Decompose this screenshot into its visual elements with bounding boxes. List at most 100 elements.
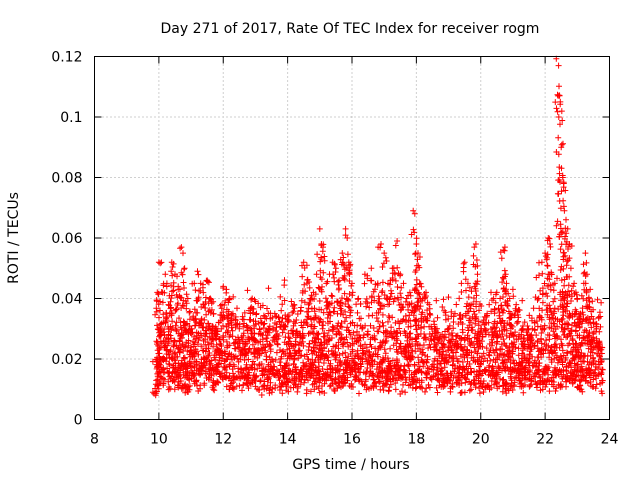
data-point — [502, 363, 509, 370]
data-point — [164, 365, 171, 372]
data-point — [246, 380, 253, 387]
data-point — [379, 339, 386, 346]
data-point — [407, 323, 414, 330]
data-point — [456, 376, 463, 383]
data-point — [470, 252, 477, 259]
data-point — [283, 370, 290, 377]
data-point — [284, 378, 291, 385]
data-point — [575, 368, 581, 375]
data-point — [445, 294, 452, 301]
data-point — [401, 368, 408, 375]
data-point — [310, 362, 317, 369]
data-point — [188, 375, 195, 382]
data-point — [385, 362, 392, 369]
data-point — [403, 295, 410, 302]
data-point — [519, 326, 526, 333]
data-point — [435, 339, 441, 346]
data-point — [377, 364, 384, 371]
data-point — [501, 247, 508, 254]
data-point — [208, 357, 215, 364]
data-point — [532, 378, 539, 385]
data-point — [320, 370, 327, 377]
data-point — [230, 386, 237, 393]
data-point — [473, 257, 480, 263]
data-point — [223, 323, 230, 330]
data-point — [282, 334, 289, 341]
data-point — [590, 376, 597, 383]
data-point — [492, 359, 499, 366]
data-point — [433, 364, 440, 371]
data-point — [411, 373, 418, 380]
data-point — [392, 369, 399, 376]
data-point — [219, 376, 226, 383]
data-point — [261, 371, 268, 378]
data-point — [155, 363, 162, 370]
data-point — [307, 388, 314, 395]
data-point — [397, 373, 404, 380]
data-point — [156, 314, 162, 321]
data-point — [392, 375, 399, 381]
data-point — [326, 383, 333, 390]
data-point — [399, 388, 405, 395]
data-point — [269, 386, 276, 392]
data-point — [465, 294, 472, 301]
data-point — [513, 320, 520, 327]
data-point — [434, 314, 441, 321]
data-point — [294, 311, 301, 317]
data-point — [419, 358, 426, 365]
data-point — [342, 379, 349, 386]
data-point — [587, 349, 594, 356]
data-point — [529, 362, 536, 369]
data-point — [574, 361, 580, 368]
data-point — [366, 373, 373, 380]
data-point — [522, 381, 528, 388]
data-point — [305, 369, 311, 376]
data-point — [173, 306, 180, 313]
data-point — [362, 378, 369, 385]
data-point — [519, 297, 526, 304]
data-point — [563, 216, 569, 223]
data-point — [171, 386, 178, 393]
data-point — [535, 295, 542, 302]
data-point — [556, 366, 563, 373]
data-point — [210, 298, 217, 305]
data-point — [349, 365, 356, 371]
data-point — [286, 367, 293, 374]
data-point — [563, 262, 570, 269]
data-point — [165, 360, 172, 367]
data-point — [376, 361, 383, 368]
data-point — [182, 368, 189, 375]
data-point — [486, 301, 493, 308]
data-point — [367, 341, 374, 348]
data-point — [472, 358, 479, 365]
data-point — [212, 367, 219, 374]
data-point — [180, 250, 186, 257]
data-point — [345, 353, 352, 360]
data-point — [412, 385, 419, 392]
data-point — [597, 353, 603, 360]
data-point — [588, 383, 594, 389]
data-point — [195, 351, 202, 358]
data-point — [202, 348, 209, 355]
data-point — [485, 372, 492, 378]
data-point — [223, 369, 230, 376]
data-point — [549, 381, 555, 388]
data-point — [456, 369, 463, 376]
data-point — [204, 278, 211, 285]
data-point — [341, 370, 348, 377]
data-point — [394, 284, 401, 290]
data-point — [413, 368, 420, 375]
data-point — [361, 280, 368, 287]
data-point — [382, 350, 389, 357]
data-point — [257, 378, 264, 385]
data-point — [183, 291, 190, 298]
data-point — [437, 368, 444, 375]
data-point — [579, 372, 586, 379]
y-tick-label: 0.06 — [51, 231, 82, 247]
data-point — [279, 390, 286, 397]
data-point — [194, 362, 200, 369]
data-point — [181, 363, 188, 370]
data-point — [378, 368, 385, 375]
data-point — [487, 347, 494, 354]
data-point — [570, 283, 577, 290]
